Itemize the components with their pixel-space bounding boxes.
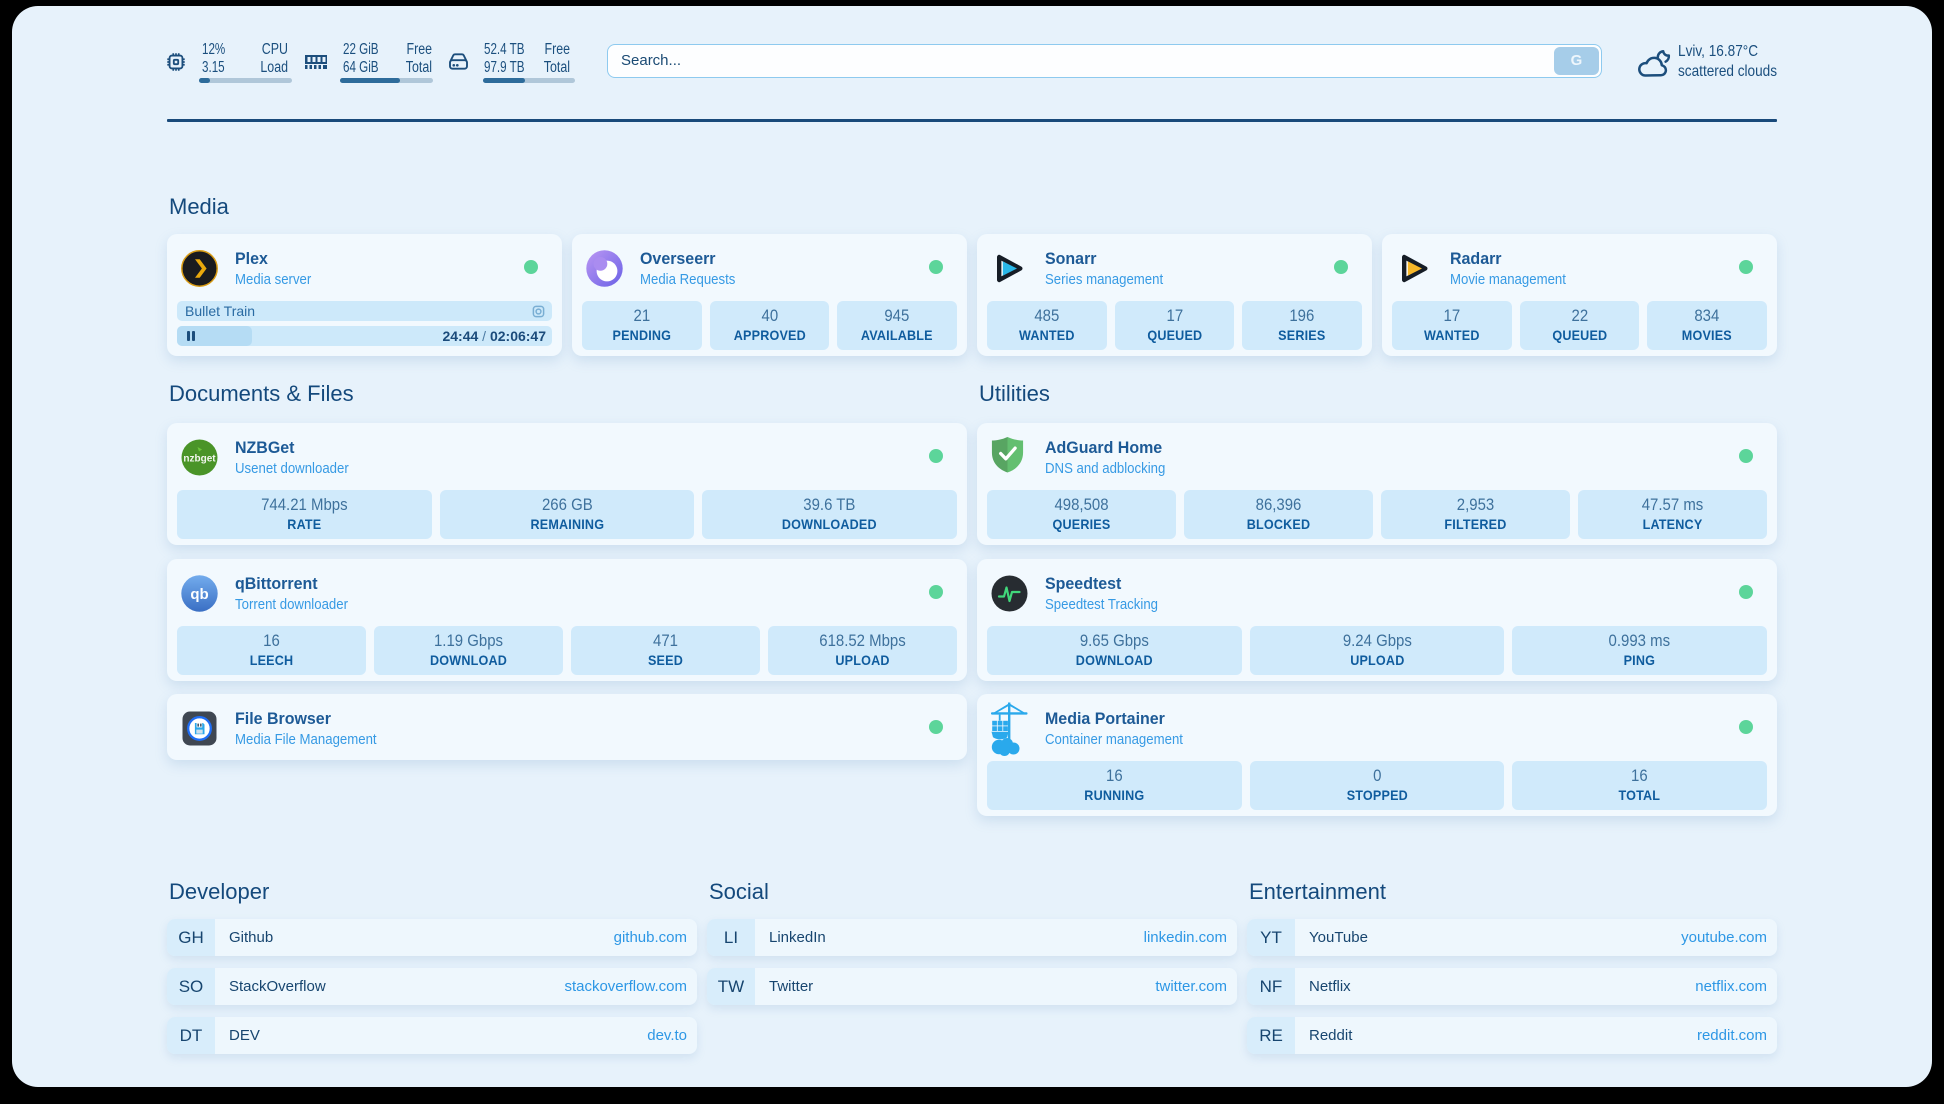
svg-text:nzbget: nzbget (183, 454, 216, 465)
svg-text:qb: qb (190, 586, 208, 603)
